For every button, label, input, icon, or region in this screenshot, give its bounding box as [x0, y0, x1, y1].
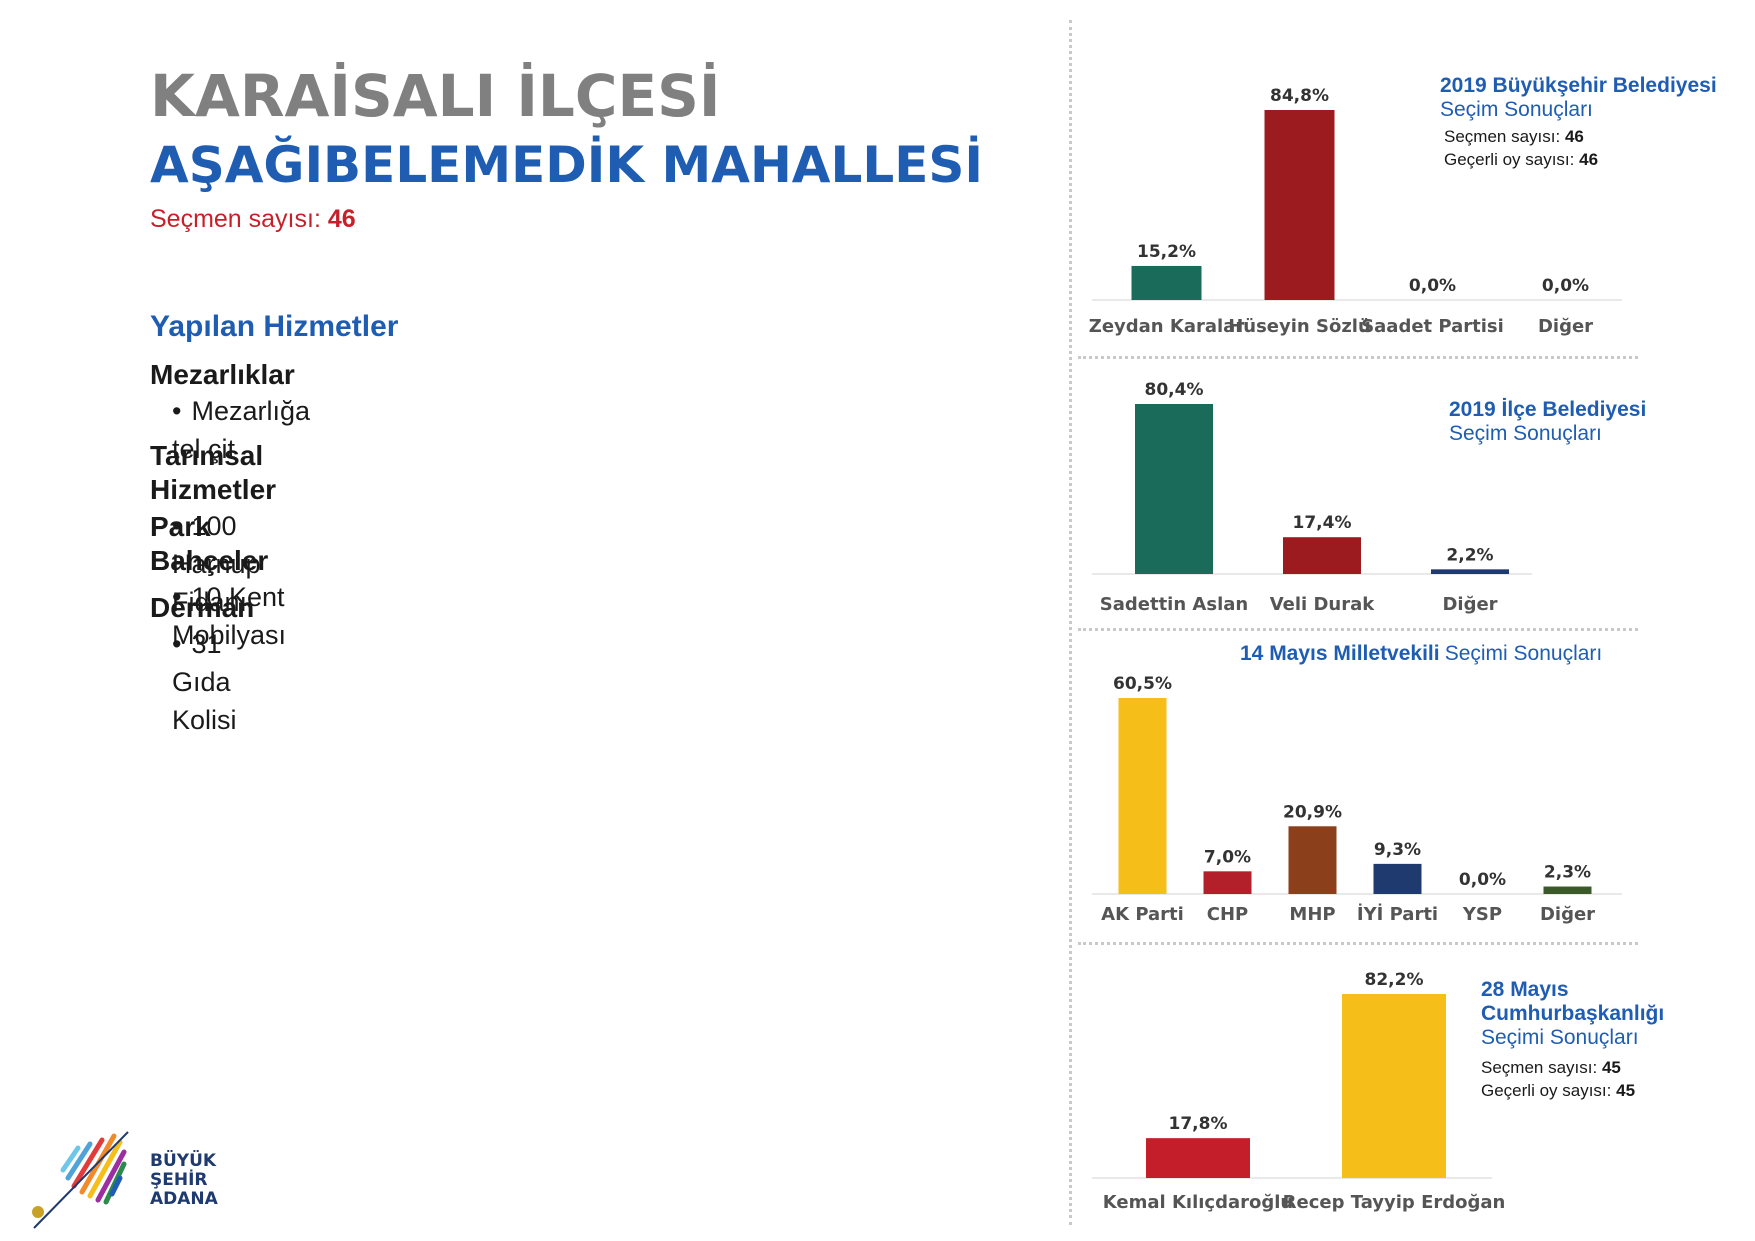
category-label: Saadet Partisi	[1361, 316, 1504, 337]
chart-svg: 60,5% AK Parti 7,0% CHP 20,9% MHP 9,3% İYİ Part…	[1092, 674, 1622, 925]
data-label: 7,0%	[1204, 847, 1251, 867]
data-label: 17,8%	[1169, 1114, 1228, 1134]
bar	[1373, 863, 1422, 894]
category-label: Kemal Kılıçdaroğlu	[1103, 1192, 1293, 1213]
bar	[1146, 1138, 1250, 1178]
service-item: 31 Gıda Kolisi	[150, 625, 254, 739]
data-label: 17,4%	[1293, 513, 1352, 533]
category-label: YSP	[1462, 904, 1502, 925]
category-label: Diğer	[1540, 904, 1595, 925]
horizontal-divider	[1078, 628, 1638, 631]
chart-subtitle: Seçim Sonuçları	[1440, 98, 1593, 121]
logo-text-line3: ADANA	[150, 1189, 218, 1209]
chart-presidential-2023: 17,8% Kemal Kılıçdaroğlu 82,2% Recep Tayyip…	[1080, 942, 1664, 1232]
category-label: İYİ Parti	[1357, 903, 1438, 925]
data-label: 80,4%	[1145, 380, 1204, 400]
chart-stat-voters: Seçmen sayısı: 46	[1444, 127, 1584, 146]
chart-title: 28 Mayıs Cumhurbaşkanlığı	[1481, 978, 1665, 1025]
service-group-derman: Derman 31 Gıda Kolisi	[150, 591, 254, 739]
bar	[1288, 826, 1337, 894]
category-label: CHP	[1207, 904, 1248, 925]
neighborhood-title: AŞAĞIBELEMEDİK MAHALLESİ	[150, 136, 983, 194]
data-label: 20,9%	[1283, 802, 1342, 822]
bar	[1131, 265, 1202, 300]
service-heading: Park Bahçeler	[150, 511, 269, 576]
district-title: KARAİSALI İLÇESİ	[150, 62, 721, 130]
voter-count-label: Seçmen sayısı:	[150, 205, 321, 233]
chart-title: 14 Mayıs Milletvekili	[1240, 642, 1440, 665]
category-label: Recep Tayyip Erdoğan	[1283, 1192, 1506, 1213]
service-heading: Tarımsal Hizmetler	[150, 440, 277, 505]
chart-svg: 80,4% Sadettin Aslan 17,4% Veli Durak 2,2% Di…	[1092, 380, 1532, 615]
chart-title: 2019 İlçe Belediyesi	[1449, 398, 1647, 421]
chart-svg: 17,8% Kemal Kılıçdaroğlu 82,2% Recep Tayyip…	[1092, 970, 1506, 1213]
category-label: Zeydan Karalar	[1089, 316, 1245, 337]
data-label: 82,2%	[1365, 970, 1424, 990]
voter-count-value: 46	[327, 205, 356, 233]
chart-title: 2019 Büyükşehir Belediyesi	[1440, 74, 1717, 97]
logo-text-line2: ŞEHİR	[150, 1170, 208, 1190]
category-label: Diğer	[1538, 316, 1593, 337]
chart-subtitle: Seçim Sonuçları	[1449, 422, 1602, 445]
horizontal-divider	[1078, 356, 1638, 359]
category-label: AK Parti	[1101, 904, 1184, 925]
bar	[1431, 569, 1509, 574]
bar	[1118, 698, 1167, 894]
adana-logo: BÜYÜK ŞEHİR ADANA	[28, 1130, 218, 1230]
chart-svg: 15,2% Zeydan Karalar 84,8% Hüseyin Sözlü 0,0…	[1089, 86, 1622, 337]
chart-stat-valid-votes: Geçerli oy sayısı: 45	[1481, 1081, 1636, 1100]
chart-metropolitan-2019: 15,2% Zeydan Karalar 84,8% Hüseyin Sözlü 0,0…	[1080, 0, 1717, 356]
bar	[1342, 994, 1446, 1178]
category-label: MHP	[1289, 904, 1335, 925]
data-label: 0,0%	[1542, 276, 1589, 296]
category-label: Diğer	[1442, 594, 1497, 615]
data-label: 0,0%	[1459, 870, 1506, 890]
bar	[1264, 110, 1335, 300]
chart-heading: 14 Mayıs Milletvekili Seçimi Sonuçları	[1240, 642, 1602, 666]
bar	[1203, 871, 1252, 894]
horizontal-divider	[1078, 942, 1638, 945]
data-label: 2,3%	[1544, 863, 1591, 883]
logo-stripes-icon	[32, 1131, 129, 1229]
category-label: Sadettin Aslan	[1100, 594, 1248, 615]
data-label: 9,3%	[1374, 840, 1421, 860]
logo-text-line1: BÜYÜK	[150, 1151, 217, 1171]
chart-district-2019: 80,4% Sadettin Aslan 17,4% Veli Durak 2,2% Di…	[1080, 356, 1646, 628]
voter-count: Seçmen sayısı: 46	[150, 205, 356, 234]
service-heading: Derman	[150, 592, 255, 623]
service-group-cemeteries: Mezarlıklar Mezarlığa tel çit	[150, 358, 310, 468]
services-title: Yapılan Hizmetler	[150, 310, 399, 343]
data-label: 0,0%	[1409, 276, 1456, 296]
data-label: 84,8%	[1270, 86, 1329, 106]
chart-subtitle: Seçimi Sonuçları	[1481, 1026, 1639, 1049]
chart-stat-voters: Seçmen sayısı: 45	[1481, 1058, 1621, 1077]
bar	[1543, 886, 1592, 894]
service-heading: Mezarlıklar	[150, 359, 295, 390]
data-label: 15,2%	[1137, 242, 1196, 262]
category-label: Veli Durak	[1270, 594, 1376, 615]
data-label: 2,2%	[1446, 545, 1493, 565]
bar	[1283, 537, 1361, 574]
category-label: Hüseyin Sözlü	[1228, 316, 1371, 337]
chart-parliament-2023: 60,5% AK Parti 7,0% CHP 20,9% MHP 9,3% İYİ Part…	[1080, 628, 1640, 942]
service-item: Mezarlığa tel çit	[150, 392, 310, 468]
data-label: 60,5%	[1113, 674, 1172, 694]
vertical-divider	[1069, 20, 1072, 1225]
chart-stat-valid-votes: Geçerli oy sayısı: 46	[1444, 150, 1599, 169]
bar	[1135, 404, 1213, 574]
chart-subtitle: Seçimi Sonuçları	[1444, 642, 1603, 665]
